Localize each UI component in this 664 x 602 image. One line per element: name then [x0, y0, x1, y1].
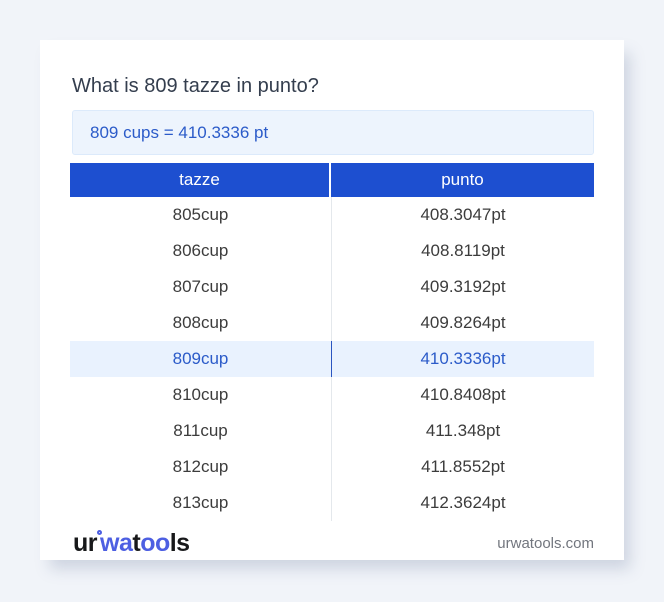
table-row: 805cup 408.3047pt — [70, 197, 594, 233]
tazze-cell[interactable]: 809cup — [70, 341, 332, 377]
table-body: 805cup 408.3047pt 806cup 408.8119pt 807c… — [70, 197, 594, 521]
table-row[interactable]: 809cup 410.3336pt — [70, 341, 594, 377]
punto-cell: 411.8552pt — [421, 457, 505, 476]
tazze-cell: 813cup — [70, 485, 332, 521]
tazze-cell: 811cup — [70, 413, 332, 449]
website-url: urwatools.com — [497, 534, 594, 552]
converter-card: What is 809 tazze in punto? 809 cups = 4… — [40, 40, 624, 560]
logo-text-ur: ur — [73, 529, 98, 557]
tazze-cell: 810cup — [70, 377, 332, 413]
punto-cell: 412.3624pt — [420, 493, 506, 512]
table-row: 811cup 411.348pt — [70, 413, 594, 449]
punto-cell: 409.3192pt — [420, 277, 506, 296]
tazze-cell: 808cup — [70, 305, 332, 341]
logo-text-wa: wa — [100, 529, 133, 557]
conversion-table: tazze punto 805cup 408.3047pt 806cup 408… — [70, 163, 594, 521]
conversion-result-text: 809 cups = 410.3336 pt — [90, 122, 269, 142]
conversion-result-box: 809 cups = 410.3336 pt — [72, 110, 594, 155]
logo-text-oo: oo — [140, 529, 170, 557]
table-row: 806cup 408.8119pt — [70, 233, 594, 269]
column-header-tazze: tazze — [70, 163, 331, 197]
column-header-punto: punto — [441, 170, 484, 189]
punto-cell[interactable]: 410.3336pt — [420, 349, 506, 368]
tazze-cell: 805cup — [70, 197, 332, 233]
tazze-cell: 807cup — [70, 269, 332, 305]
punto-cell: 408.8119pt — [421, 241, 505, 260]
tazze-cell: 806cup — [70, 233, 332, 269]
logo-text-t: t — [132, 529, 141, 557]
logo-text-ls: ls — [169, 529, 190, 557]
punto-cell: 411.348pt — [425, 421, 501, 440]
table-row: 813cup 412.3624pt — [70, 485, 594, 521]
page-title: What is 809 tazze in punto? — [72, 75, 319, 97]
table-header-row: tazze punto — [70, 163, 594, 197]
punto-cell: 409.8264pt — [420, 313, 506, 332]
urwatools-logo[interactable]: ur watools — [73, 528, 190, 558]
footer: ur watools urwatools.com — [70, 527, 594, 559]
logo-ring-icon — [97, 530, 102, 535]
table-row: 808cup 409.8264pt — [70, 305, 594, 341]
punto-cell: 410.8408pt — [420, 385, 506, 404]
table-row: 810cup 410.8408pt — [70, 377, 594, 413]
table-row: 807cup 409.3192pt — [70, 269, 594, 305]
table-row: 812cup 411.8552pt — [70, 449, 594, 485]
tazze-cell: 812cup — [70, 449, 332, 485]
punto-cell: 408.3047pt — [420, 205, 506, 224]
